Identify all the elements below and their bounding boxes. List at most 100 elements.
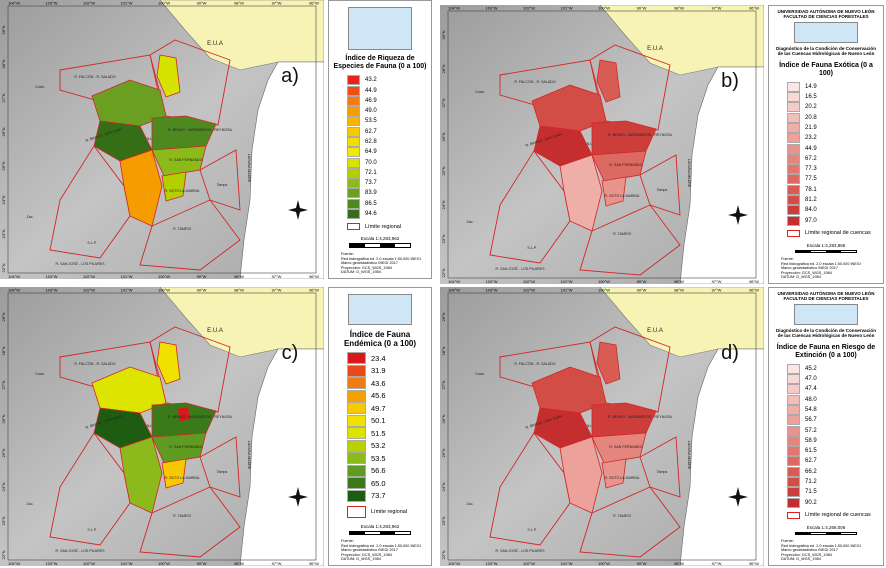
lon-label: 98°W	[234, 1, 244, 6]
legend-swatch	[787, 415, 800, 426]
legend-item: 90.2	[787, 497, 817, 508]
place-label: R. BRAVO - MATAMOROS - REYNOSA	[168, 415, 232, 419]
legend-swatch	[787, 487, 800, 498]
map-frame	[447, 10, 757, 279]
region-outline	[579, 204, 681, 276]
legend-item: 20.2	[787, 102, 817, 113]
legend-swatch	[787, 153, 800, 164]
legend-swatch	[787, 92, 800, 103]
lon-label: 102°W	[83, 288, 95, 293]
basin	[559, 154, 603, 232]
project-title: Diagnóstico de la Condición de Conservac…	[775, 327, 877, 339]
note: Red hidrográfica ed. 2.0 escala 1:50,000…	[781, 261, 861, 266]
place-label: N.L.	[147, 137, 154, 141]
lon-label: 104°W	[8, 274, 20, 279]
lon-label: 103°W	[45, 1, 57, 6]
place-label: Coah.	[475, 372, 485, 376]
region-outline	[139, 199, 241, 271]
scale-bar	[795, 531, 857, 536]
institution: UNIVERSIDAD AUTÓNOMA DE NUEVO LEÓN	[777, 9, 875, 14]
boundary-label: Límite regional	[371, 509, 408, 516]
legend-item: 23.4	[347, 352, 386, 365]
lon-label: 98°W	[674, 279, 684, 284]
legend-label: 57.2	[805, 427, 817, 434]
place-label: R. SOTO LA MARINA	[605, 194, 640, 198]
note: Marco geoestadístico INEGI 2017	[341, 548, 398, 553]
legend-swatch	[347, 75, 360, 86]
legend-swatch	[347, 85, 360, 96]
legend-item: 73.7	[347, 178, 377, 189]
panel: 104°W 104°W 103°W 103°W 102°W 102°W 101°W 101°W…	[440, 5, 884, 286]
panel: 104°W 104°W 103°W 103°W 102°W 102°W 101°W 101°W…	[0, 0, 444, 281]
legend-label: 21.9	[805, 124, 817, 131]
lon-label: 104°W	[448, 288, 460, 293]
boundary-entry: Límite regional de cuencas	[787, 511, 871, 519]
legend-label: 44.9	[805, 145, 817, 152]
legend-item: 14.9	[787, 81, 817, 92]
legend-items: 43.2 44.9 46.9 49.0 53.5 62.7 62.8 64.9 70.0 72.1…	[347, 75, 377, 220]
legend-item: 51.5	[347, 427, 386, 440]
place-label: R. FALCÓN - R. SALADO	[74, 361, 116, 366]
legend-item: 78.1	[787, 184, 817, 195]
note: Marco geoestadístico INEGI 2017	[341, 261, 398, 266]
legend-label: 62.7	[805, 458, 817, 465]
place-label: LAGUNA MADRE	[247, 154, 251, 183]
inset-map	[794, 22, 858, 43]
legend-item: 61.5	[787, 446, 817, 457]
legend-swatch	[787, 394, 800, 405]
lat-label: 22°N	[1, 550, 6, 559]
place-label: N.L.	[587, 424, 594, 428]
note: DATUM: D_WGS_1984	[781, 557, 821, 562]
note: Proyección: GCS_WGS_1984	[341, 552, 392, 557]
lon-label: 96°W	[749, 288, 759, 293]
place-label: LAGUNA MADRE	[247, 441, 251, 470]
map: 104°W 104°W 103°W 103°W 102°W 102°W 101°W 101°W…	[0, 287, 324, 566]
lon-label: 103°W	[485, 6, 497, 11]
lon-label: 102°W	[523, 279, 535, 284]
legend-swatch	[787, 456, 800, 467]
legend-swatch	[787, 195, 800, 205]
place-label: R. SAN FERNANDO	[609, 163, 642, 167]
legend-label: 77.3	[805, 166, 817, 173]
legend-item: 71.2	[787, 477, 817, 487]
legend-swatch	[347, 157, 360, 168]
lon-label: 104°W	[8, 288, 20, 293]
legend-item: 53.2	[347, 439, 386, 453]
place-label: R. BRAVO - MATAMOROS - REYNOSA	[168, 128, 232, 132]
legend-label: 61.5	[805, 448, 817, 455]
legend-title: Índice de Fauna Exótica (0 a 100)	[779, 61, 873, 77]
note: Fuente:	[341, 252, 354, 257]
notes: Fuente: Red hidrográfica ed. 2.0 escala 1…	[781, 539, 861, 562]
legend-label: 31.9	[371, 366, 386, 376]
legend-label: 47.4	[805, 386, 817, 393]
lon-label: 100°W	[598, 279, 610, 284]
legend-title: Índice de Fauna en Riesgo de Extinción (…	[776, 343, 876, 359]
place-label: Zac.	[467, 220, 474, 224]
lat-label: 23°N	[441, 516, 446, 525]
legend-item: 56.7	[787, 415, 817, 426]
legend-label: 81.2	[805, 197, 817, 203]
lon-label: 99°W	[637, 561, 647, 566]
panel-letter: c)	[282, 342, 299, 364]
basin	[559, 436, 603, 514]
legend-item: 43.2	[347, 75, 377, 86]
lon-label: 102°W	[523, 288, 535, 293]
legend-swatch	[347, 167, 360, 178]
lon-label: 101°W	[560, 6, 572, 11]
map: 104°W 104°W 103°W 103°W 102°W 102°W 101°W 101°W…	[440, 5, 764, 284]
panel: 104°W 104°W 103°W 103°W 102°W 102°W 101°W 101°W…	[0, 287, 444, 568]
gulf	[239, 348, 324, 566]
legend-item: 66.2	[787, 466, 817, 477]
legend-item: 70.0	[347, 157, 377, 168]
legend-swatch	[347, 126, 360, 137]
legend-item: 83.9	[347, 188, 377, 199]
lon-label: 103°W	[485, 288, 497, 293]
note: Marco geoestadístico INEGI 2017	[781, 266, 838, 271]
legend-item: 62.7	[347, 126, 377, 137]
legend-label: 53.5	[365, 118, 377, 125]
note: Red hidrográfica ed. 2.0 escala 1:50,000…	[781, 543, 861, 548]
legend-swatch	[787, 425, 800, 436]
boundary-swatch	[347, 223, 360, 231]
region-outline	[199, 436, 241, 498]
notes: Fuente: Red hidrográfica ed. 2.0 escala 1…	[341, 539, 421, 562]
